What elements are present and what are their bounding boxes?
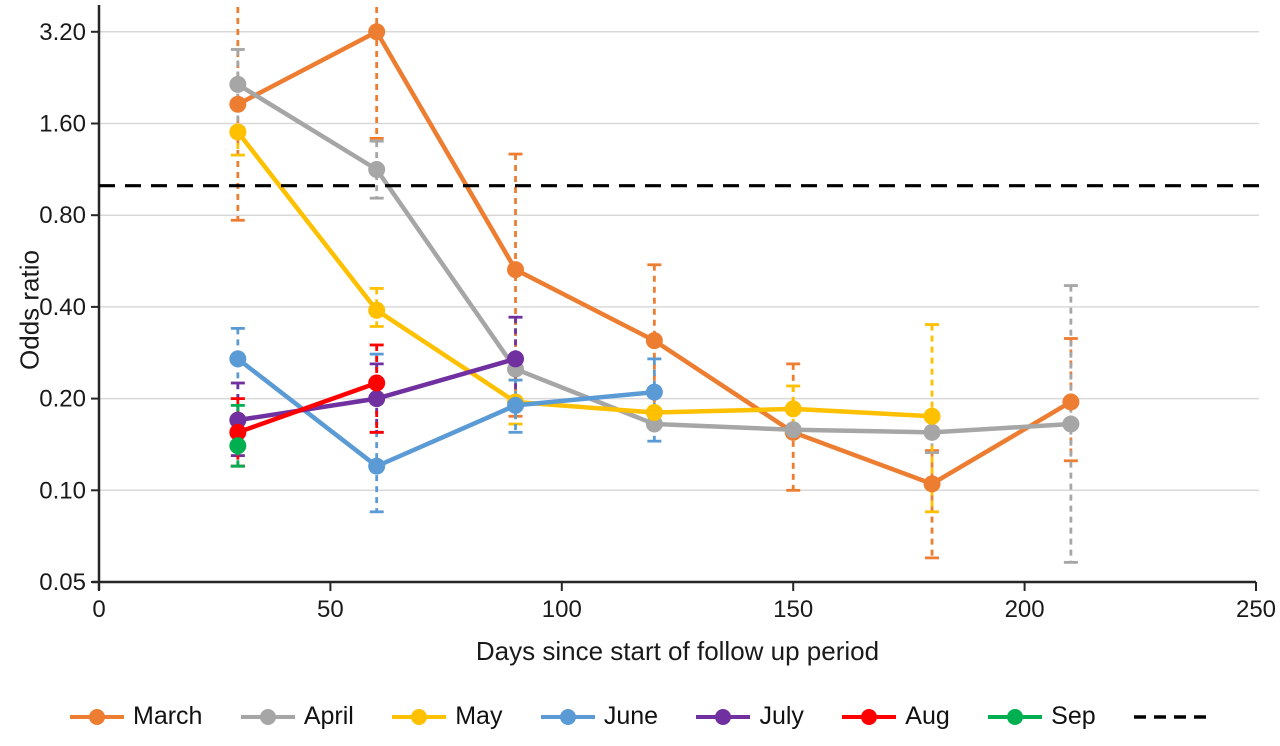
series-line-aug xyxy=(235,380,379,435)
data-point-june xyxy=(368,457,386,475)
legend-item-reference-dashed xyxy=(1132,706,1212,728)
data-point-march xyxy=(923,475,941,493)
legend-item-june: June xyxy=(539,702,658,731)
data-point-may xyxy=(229,123,247,141)
legend-label: May xyxy=(455,702,503,730)
legend-label: March xyxy=(133,702,203,730)
data-point-july xyxy=(229,411,247,429)
chart-legend: March April May June July Aug Sep xyxy=(0,702,1280,731)
line-marker-swatch-icon xyxy=(988,708,1043,725)
data-point-may xyxy=(368,301,386,319)
line-marker-swatch-icon xyxy=(540,708,595,725)
legend-item-july: July xyxy=(694,702,804,731)
data-point-aug xyxy=(229,423,247,441)
data-point-may xyxy=(784,400,802,418)
dashed-line-swatch-icon xyxy=(1134,714,1210,719)
x-tick-label: 100 xyxy=(542,596,582,623)
data-point-march xyxy=(229,95,247,113)
data-point-aug xyxy=(368,374,386,392)
line-marker-swatch-icon xyxy=(696,708,751,725)
legend-item-april: April xyxy=(239,702,354,731)
y-tick-label: 0.80 xyxy=(39,202,86,229)
x-axis-title: Days since start of follow up period xyxy=(475,636,880,666)
y-tick-label: 0.40 xyxy=(39,294,86,321)
line-marker-swatch-icon xyxy=(392,708,447,725)
y-axis-title: Odds ratio xyxy=(14,250,45,370)
x-tick-label: 150 xyxy=(773,596,813,623)
legend-item-march: March xyxy=(68,702,202,731)
legend-item-may: May xyxy=(390,702,502,731)
data-point-april xyxy=(784,421,802,439)
y-tick-label: 0.10 xyxy=(39,477,86,504)
x-tick-label: 50 xyxy=(317,596,344,623)
legend-label: Aug xyxy=(905,702,950,730)
data-point-june xyxy=(645,383,663,401)
legend-item-aug: Aug xyxy=(840,702,950,731)
legend-label: Sep xyxy=(1051,702,1096,730)
data-point-july xyxy=(507,350,525,368)
legend-label: July xyxy=(759,702,804,730)
y-tick-label: 1.60 xyxy=(39,111,86,138)
data-point-march xyxy=(1062,393,1080,411)
data-point-april xyxy=(368,161,386,179)
y-tick-label: 0.20 xyxy=(39,386,86,413)
data-point-march xyxy=(645,332,663,350)
data-point-march xyxy=(507,261,525,279)
odds-ratio-line-chart: 3.20 1.60 0.80 0.40 0.20 0.10 0.050 50 100 150 200… xyxy=(39,5,1276,623)
line-marker-swatch-icon xyxy=(240,708,295,725)
data-point-march xyxy=(368,23,386,41)
y-tick-label: 3.20 xyxy=(39,19,86,46)
data-point-june xyxy=(229,350,247,368)
x-tick-label: 250 xyxy=(1236,596,1276,623)
line-marker-swatch-icon xyxy=(70,708,124,725)
legend-item-sep: Sep xyxy=(986,702,1096,731)
x-tick-label: 0 xyxy=(92,596,105,623)
line-marker-swatch-icon xyxy=(842,708,897,725)
data-point-june xyxy=(507,396,525,414)
legend-label: April xyxy=(303,702,354,730)
data-point-april xyxy=(1062,415,1080,433)
series-line-june xyxy=(235,356,657,469)
data-point-april xyxy=(229,75,247,93)
series-line-may xyxy=(235,129,935,419)
legend-label: June xyxy=(603,702,659,730)
data-point-july xyxy=(368,390,386,408)
data-point-april xyxy=(923,423,941,441)
data-point-sep xyxy=(229,437,247,455)
data-point-may xyxy=(923,407,941,425)
y-tick-label: 0.05 xyxy=(39,569,86,596)
x-tick-label: 200 xyxy=(1005,596,1045,623)
data-point-may xyxy=(645,404,663,422)
